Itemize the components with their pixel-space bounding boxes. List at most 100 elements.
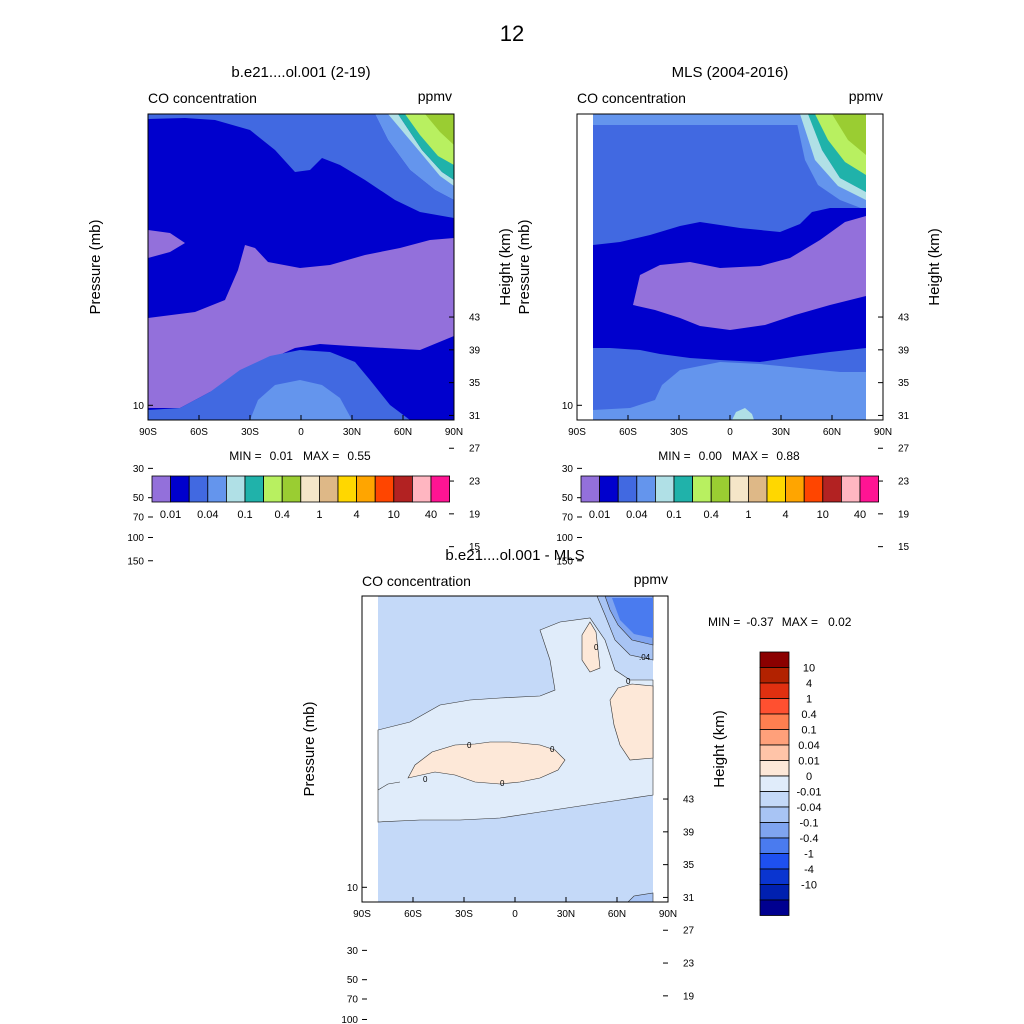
y-right-tick-label: 27: [683, 926, 695, 937]
contour-region: [425, 114, 454, 145]
y-right-tick-label: 23: [898, 477, 910, 488]
colorbar-swatch: [356, 475, 376, 503]
contour-region: [388, 114, 454, 186]
colorbar-swatch: [748, 475, 768, 503]
contour-labels-diff: 0 0 0 0 0 0 .04: [423, 643, 651, 788]
x-tick-label: 60S: [190, 427, 208, 438]
min-value: 0.00: [699, 449, 723, 463]
x-tick-label: 0: [512, 909, 518, 920]
contour-fill-model: [148, 114, 454, 420]
panel-obs: MLS (2004-2016) CO concentration ppmv 90…: [516, 64, 943, 567]
colorbar-swatch: [170, 475, 190, 503]
colorbar-swatch: [673, 475, 694, 503]
y-tick-label: 30: [562, 464, 574, 475]
colorbar-swatch: [759, 729, 790, 746]
contour-fill-obs: [577, 114, 883, 420]
stats-obs: MIN = 0.00 MAX = 0.88: [658, 449, 800, 463]
colorbar-diff: 10 4 1 0.4 0.1 0.04 0.01 0 -0.01 -0.04 -0.1 -0.4 -1 -…: [759, 651, 822, 916]
y-right-tick-label: 27: [469, 444, 481, 455]
colorbar-swatch: [759, 868, 790, 885]
y-right-tick-label: 15: [469, 542, 481, 553]
y-axis-label: Pressure (mb): [87, 219, 104, 314]
colorbar-swatch: [759, 791, 790, 808]
x-tick-label: 30N: [557, 909, 575, 920]
max-label: MAX =: [782, 615, 818, 629]
max-value: 0.55: [347, 449, 371, 463]
colorbar-swatch: [617, 475, 638, 503]
colorbar-label: 0.4: [801, 709, 816, 721]
contour-region: [375, 114, 454, 200]
colorbar-swatch: [188, 475, 209, 503]
y-tick-label: 100: [127, 533, 144, 544]
y-axis-label: Pressure (mb): [301, 701, 318, 796]
y-tick-label: 50: [347, 975, 359, 986]
y-tick-label: 10: [347, 883, 359, 894]
y-right-tick-label: 31: [469, 411, 481, 422]
colorbar-swatch: [759, 775, 790, 792]
colorbar-label: 1: [316, 509, 322, 521]
x-tick-label: 90N: [874, 427, 892, 438]
colorbar-swatch: [785, 475, 805, 503]
colorbar-swatch: [759, 698, 790, 715]
colorbar-label: 0.01: [160, 509, 181, 521]
colorbar-label: 1: [806, 694, 812, 706]
contour-region: [407, 741, 566, 785]
contour-fill-diff: [362, 595, 668, 903]
colorbar-swatch: [759, 744, 790, 761]
colorbar-swatch: [841, 475, 861, 503]
colorbar-label: 40: [425, 509, 437, 521]
panel-diff: b.e21....ol.001 - MLS CO concentration p…: [301, 547, 852, 1024]
y-right-tick-label: 19: [683, 991, 695, 1002]
units-label-obs: ppmv: [849, 88, 883, 104]
min-label: MIN =: [229, 449, 261, 463]
left-label-diff: CO concentration: [362, 573, 471, 589]
colorbar-swatch: [759, 853, 790, 870]
colorbar-swatch: [822, 475, 842, 503]
contour-region: [593, 362, 866, 420]
colorbar-model: 0.01 0.04 0.1 0.4 1 4 10 40: [151, 475, 451, 521]
colorbar-swatch: [859, 475, 880, 503]
y-tick-label: 50: [562, 493, 574, 504]
y-right-tick-label: 43: [469, 313, 481, 324]
y-right-tick-label: 19: [469, 509, 481, 520]
x-tick-label: 60S: [404, 909, 422, 920]
axes-diff: 90S60S30S030N60N90N103050701001504339353…: [301, 701, 728, 1024]
colorbar-swatch: [759, 760, 790, 777]
y-right-tick-label: 19: [898, 509, 910, 520]
x-tick-label: 90S: [568, 427, 586, 438]
y-right-tick-label: 43: [683, 795, 695, 806]
colorbar-swatch: [599, 475, 619, 503]
left-label-model: CO concentration: [148, 90, 257, 106]
colorbar-label: 0.04: [626, 509, 647, 521]
units-label-diff: ppmv: [634, 571, 668, 587]
y-tick-label: 30: [133, 464, 145, 475]
y-tick-label: 10: [562, 401, 574, 412]
colorbar-swatch: [411, 475, 432, 503]
x-tick-label: 60N: [394, 427, 412, 438]
y-tick-label: 70: [562, 513, 574, 524]
colorbar-swatch: [759, 884, 790, 901]
min-label: MIN =: [658, 449, 690, 463]
colorbar-label: 4: [783, 509, 789, 521]
colorbar-label: 10: [388, 509, 400, 521]
colorbar-label: -10: [801, 880, 817, 892]
colorbar-label: -0.01: [796, 787, 821, 799]
colorbar-swatch: [244, 475, 265, 503]
stats-diff: MIN = -0.37 MAX = 0.02: [708, 615, 852, 629]
x-tick-label: 90S: [353, 909, 371, 920]
x-tick-label: 90N: [659, 909, 677, 920]
x-tick-label: 60N: [608, 909, 626, 920]
colorbar-label: 4: [354, 509, 360, 521]
y-right-tick-label: 35: [469, 378, 481, 389]
y-right-tick-label: 35: [683, 860, 695, 871]
x-tick-label: 30S: [455, 909, 473, 920]
y-tick-label: 150: [556, 556, 573, 567]
contour-label: 0: [550, 745, 555, 754]
axes-obs: 90S 60S 30S 0 30N 60N 90N 10 30 50 70 100 150 43 39 35 3…: [516, 219, 943, 567]
units-label-model: ppmv: [418, 88, 452, 104]
colorbar-swatch: [655, 475, 675, 503]
colorbar-swatch: [759, 667, 790, 684]
y-axis-label-right: Height (km): [711, 710, 728, 788]
y-tick-label: 100: [341, 1015, 358, 1024]
colorbar-swatch: [692, 475, 712, 503]
